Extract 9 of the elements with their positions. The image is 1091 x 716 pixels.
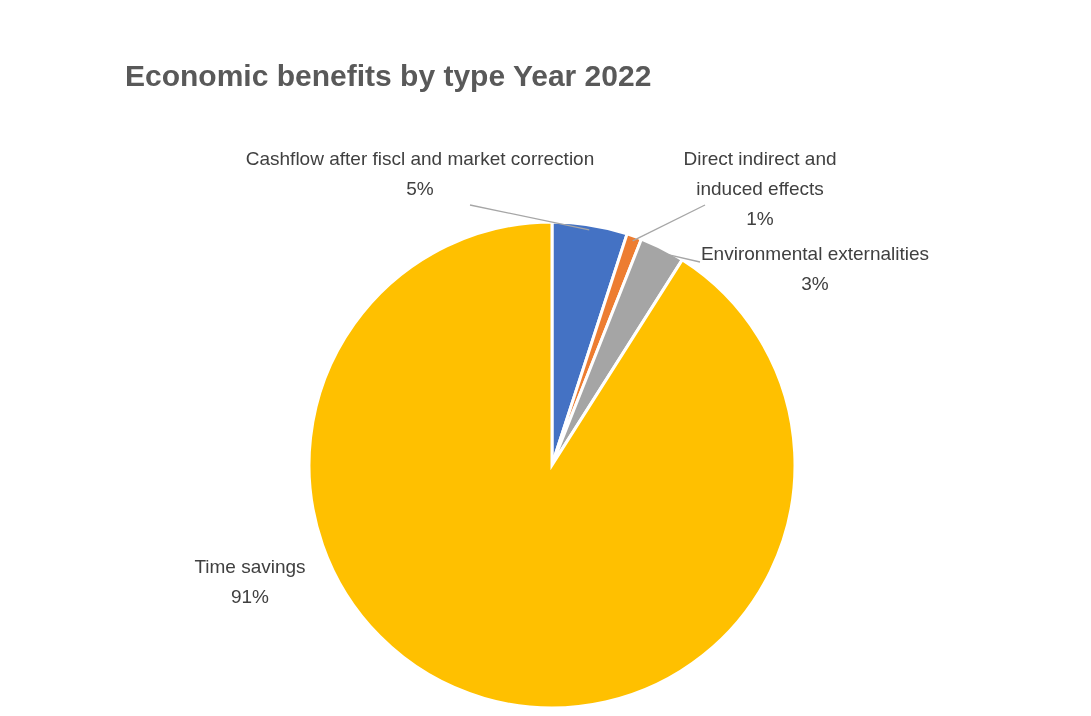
data-label: 5% (406, 178, 434, 199)
slice-label: Cashflow after fiscl and market correction (245, 148, 595, 169)
slice-label: Environmental externalities (700, 243, 930, 264)
data-label: 1% (746, 208, 774, 229)
data-label: 91% (230, 586, 270, 607)
slice-label: Direct indirect and induced effects (683, 148, 837, 199)
data-label: 3% (801, 273, 829, 294)
slice-label: Time savings (194, 556, 306, 577)
chart-title: Economic benefits by type Year 2022 (125, 59, 652, 92)
